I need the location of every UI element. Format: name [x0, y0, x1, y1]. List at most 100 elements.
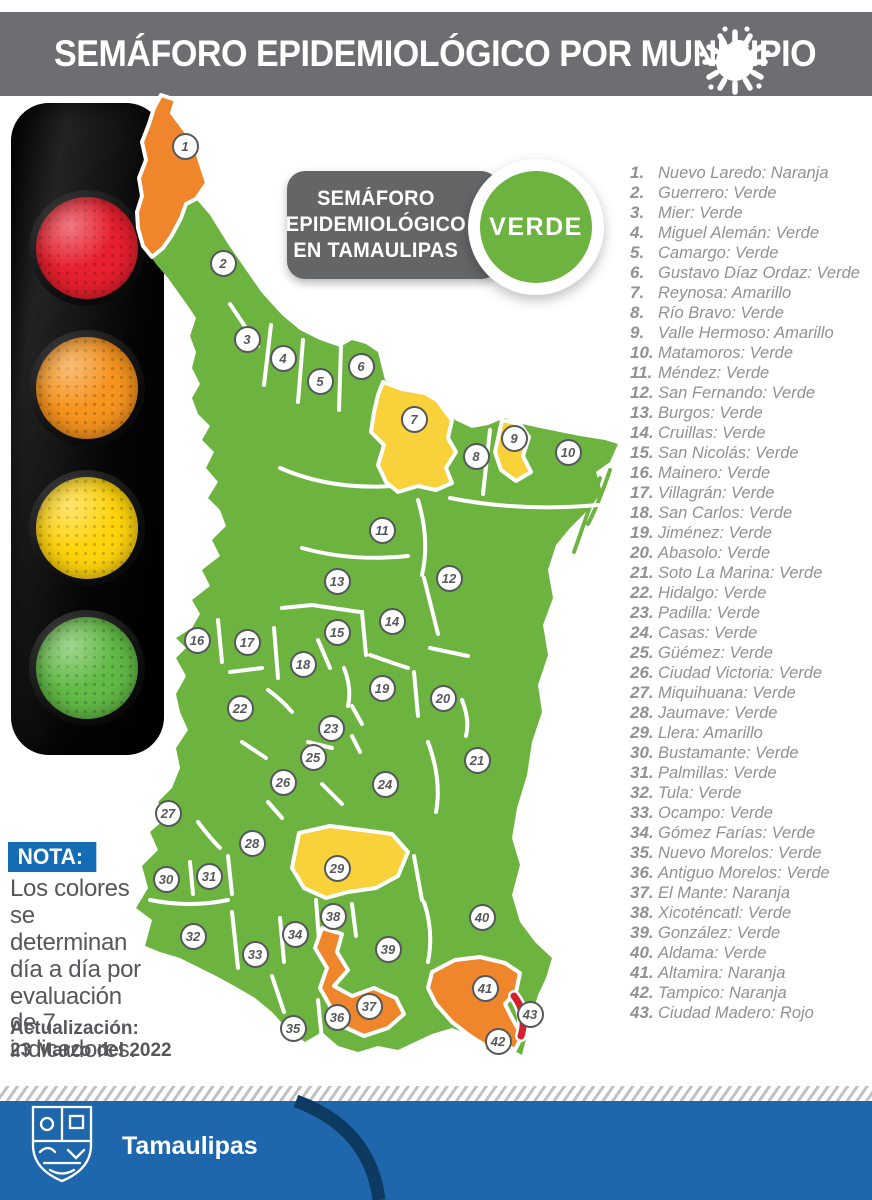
legend-item-number: 20.	[630, 543, 654, 562]
legend-item-39: 39. González: Verde	[630, 923, 870, 943]
legend-item-text: Antiguo Morelos: Verde	[658, 863, 830, 882]
legend-item-16: 16. Mainero: Verde	[630, 463, 870, 483]
legend-item-text: Abasolo: Verde	[658, 543, 771, 562]
legend-item-number: 41.	[630, 963, 654, 982]
legend-item-18: 18. San Carlos: Verde	[630, 503, 870, 523]
legend-item-43: 43. Ciudad Madero: Rojo	[630, 1003, 870, 1023]
legend-item-text: Palmillas: Verde	[658, 763, 777, 782]
legend-item-number: 9.	[630, 323, 645, 342]
status-badge-line1: SEMÁFORO	[317, 187, 435, 210]
legend-item-text: Tampico: Naranja	[658, 983, 787, 1002]
legend-item-number: 12.	[630, 383, 654, 402]
legend-item-20: 20. Abasolo: Verde	[630, 543, 870, 563]
legend-item-1: 1. Nuevo Laredo: Naranja	[630, 163, 870, 183]
legend-item-4: 4. Miguel Alemán: Verde	[630, 223, 870, 243]
legend-item-text: Burgos: Verde	[658, 403, 763, 422]
legend-item-text: Villagrán: Verde	[658, 483, 775, 502]
legend-item-number: 7.	[630, 283, 645, 302]
red-light	[36, 197, 138, 299]
legend-item-number: 23.	[630, 603, 654, 622]
legend-item-text: Guerrero: Verde	[658, 183, 777, 202]
legend-item-number: 5.	[630, 243, 645, 262]
legend-item-number: 19.	[630, 523, 654, 542]
legend-item-29: 29. Llera: Amarillo	[630, 723, 870, 743]
green-light	[36, 617, 138, 719]
legend-item-37: 37. El Mante: Naranja	[630, 883, 870, 903]
legend-item-38: 38. Xicoténcatl: Verde	[630, 903, 870, 923]
legend-item-number: 15.	[630, 443, 654, 462]
coastal-islands	[572, 468, 612, 554]
legend-item-text: Gómez Farías: Verde	[658, 823, 816, 842]
note-updated: Actualización: 23 Marzo del 2022	[10, 1018, 172, 1062]
legend-item-number: 16.	[630, 463, 654, 482]
legend-item-text: El Mante: Naranja	[658, 883, 790, 902]
legend-item-text: Altamira: Naranja	[658, 963, 786, 982]
legend-item-22: 22. Hidalgo: Verde	[630, 583, 870, 603]
legend-item-25: 25. Güémez: Verde	[630, 643, 870, 663]
legend-item-number: 32.	[630, 783, 654, 802]
legend-item-number: 22.	[630, 583, 654, 602]
legend-item-26: 26. Ciudad Victoria: Verde	[630, 663, 870, 683]
legend-item-34: 34. Gómez Farías: Verde	[630, 823, 870, 843]
legend-item-9: 9. Valle Hermoso: Amarillo	[630, 323, 870, 343]
legend-item-text: Río Bravo: Verde	[658, 303, 784, 322]
legend-item-12: 12. San Fernando: Verde	[630, 383, 870, 403]
green-light-ring	[29, 610, 145, 726]
legend-item-7: 7. Reynosa: Amarillo	[630, 283, 870, 303]
legend-item-number: 26.	[630, 663, 654, 682]
legend-item-text: Nuevo Laredo: Naranja	[658, 163, 829, 182]
legend-item-number: 17.	[630, 483, 654, 502]
note-updated-label: Actualización:	[10, 1018, 139, 1039]
yellow-light-ring	[29, 470, 145, 586]
legend-item-number: 40.	[630, 943, 654, 962]
patch-reynosa	[369, 380, 458, 494]
legend-item-8: 8. Río Bravo: Verde	[630, 303, 870, 323]
legend-item-28: 28. Jaumave: Verde	[630, 703, 870, 723]
legend-item-6: 6. Gustavo Díaz Ordaz: Verde	[630, 263, 870, 283]
legend-item-number: 14.	[630, 423, 654, 442]
legend-item-number: 18.	[630, 503, 654, 522]
legend-item-number: 11.	[630, 363, 653, 382]
page-title: SEMÁFORO EPIDEMIOLÓGICO POR MUNICIPIO	[54, 33, 817, 74]
legend-item-text: Gustavo Díaz Ordaz: Verde	[658, 263, 860, 282]
legend-item-text: Ciudad Victoria: Verde	[658, 663, 823, 682]
legend-item-11: 11. Méndez: Verde	[630, 363, 870, 383]
legend-item-number: 3.	[630, 203, 645, 222]
header-bar: SEMÁFORO EPIDEMIOLÓGICO POR MUNICIPIO	[0, 12, 872, 96]
legend-item-42: 42. Tampico: Naranja	[630, 983, 870, 1003]
legend-item-35: 35. Nuevo Morelos: Verde	[630, 843, 870, 863]
legend-item-5: 5. Camargo: Verde	[630, 243, 870, 263]
legend-item-32: 32. Tula: Verde	[630, 783, 870, 803]
legend-item-number: 39.	[630, 923, 654, 942]
legend-item-text: Llera: Amarillo	[658, 723, 763, 742]
orange-light	[36, 337, 138, 439]
legend-item-number: 27.	[630, 683, 654, 702]
legend-item-27: 27. Miquihuana: Verde	[630, 683, 870, 703]
legend-item-text: Mainero: Verde	[658, 463, 771, 482]
legend-item-36: 36. Antiguo Morelos: Verde	[630, 863, 870, 883]
footer-arc	[293, 1094, 386, 1200]
legend-item-number: 13.	[630, 403, 654, 422]
legend-item-10: 10. Matamoros: Verde	[630, 343, 870, 363]
legend-item-text: San Carlos: Verde	[658, 503, 793, 522]
legend-item-number: 38.	[630, 903, 654, 922]
status-badge-line2: EPIDEMIOLÓGICO	[285, 213, 467, 236]
legend-item-21: 21. Soto La Marina: Verde	[630, 563, 870, 583]
legend-item-number: 33.	[630, 803, 654, 822]
legend-item-text: Camargo: Verde	[658, 243, 779, 262]
status-badge-line3: EN TAMAULIPAS	[293, 239, 459, 262]
legend-item-number: 37.	[630, 883, 654, 902]
legend-item-text: Tula: Verde	[658, 783, 742, 802]
legend-item-number: 42.	[630, 983, 654, 1002]
legend-item-40: 40. Aldama: Verde	[630, 943, 870, 963]
legend-item-text: Nuevo Morelos: Verde	[658, 843, 822, 862]
legend-item-number: 8.	[630, 303, 645, 322]
footer-bar	[0, 1101, 872, 1200]
legend-item-text: Xicoténcatl: Verde	[658, 903, 792, 922]
legend-item-text: Reynosa: Amarillo	[658, 283, 792, 302]
legend-item-text: Ocampo: Verde	[658, 803, 773, 822]
footer-stripes	[0, 1086, 872, 1101]
legend-item-number: 35.	[630, 843, 654, 862]
